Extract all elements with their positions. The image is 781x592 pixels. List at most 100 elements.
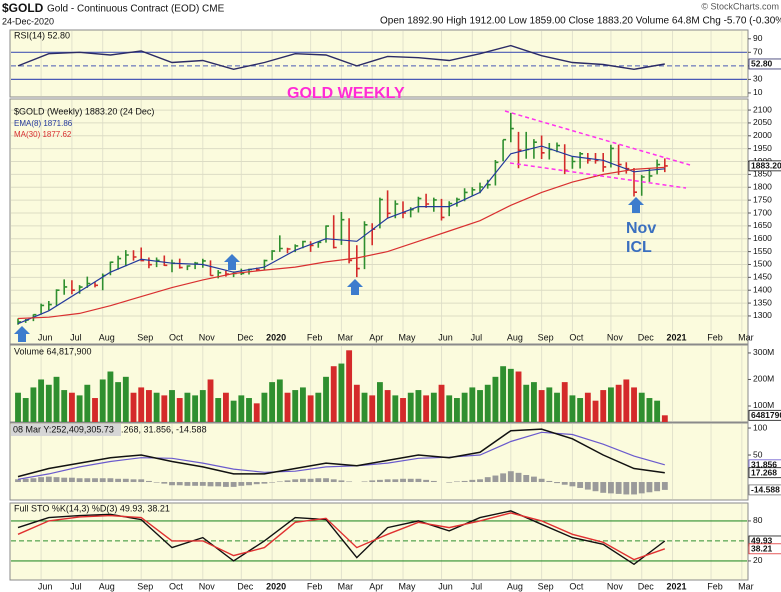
histogram-bar <box>184 482 191 486</box>
histogram-bar <box>145 480 152 483</box>
histogram-bar <box>561 482 568 485</box>
x-tick-label: Aug <box>99 581 115 591</box>
price-bar <box>386 190 391 218</box>
indicator-line <box>17 512 666 561</box>
arrow <box>224 254 240 270</box>
price-bar <box>263 259 268 271</box>
histogram-bar <box>469 479 476 483</box>
volume-bar <box>30 387 37 422</box>
histogram-bar <box>15 479 21 483</box>
price-bar <box>163 255 168 267</box>
volume-bar <box>469 387 476 422</box>
x-tick-label: Feb <box>707 332 723 342</box>
x-tick-label: May <box>399 332 417 342</box>
volume-bar <box>269 382 276 422</box>
histogram-bar <box>330 479 337 483</box>
price-bar <box>664 158 668 173</box>
y-tick-label: 2100 <box>753 104 772 114</box>
marks-layer <box>15 44 668 566</box>
rsi-panel <box>9 29 749 98</box>
histogram-bar <box>76 478 83 483</box>
volume-bar <box>76 395 83 422</box>
histogram-bar <box>376 479 383 483</box>
histogram-bar <box>38 477 45 483</box>
price-bar <box>271 250 276 261</box>
price-bar <box>579 152 584 169</box>
histogram-bar <box>638 482 645 494</box>
volume-bar <box>346 350 353 422</box>
value-tag-label: 49.93 <box>751 536 773 546</box>
volume-bar <box>315 392 322 422</box>
x-tick-label: Dec <box>237 581 254 591</box>
histogram-bar <box>623 482 630 495</box>
histogram-bar <box>584 482 591 490</box>
value-tag-label: 31.856 <box>751 460 777 470</box>
x-tick-label: Dec <box>638 332 655 342</box>
volume-bar <box>292 390 299 422</box>
x-tick-label: Mar <box>338 332 354 342</box>
histogram-bar <box>276 481 283 483</box>
price-bar <box>440 198 445 221</box>
volume-bar <box>654 400 661 422</box>
histogram-bar <box>22 478 29 483</box>
volume-bar <box>145 390 152 422</box>
x-tick-label: Jun <box>438 332 453 342</box>
histogram-bar <box>384 479 391 483</box>
volume-bar <box>99 379 106 422</box>
price-title: $GOLD (Weekly) 1883.20 (24 Dec) <box>14 106 154 116</box>
price-bar <box>402 201 406 219</box>
histogram-bar <box>446 482 453 483</box>
histogram-bar <box>592 482 599 492</box>
x-tick-label: Jul <box>70 581 82 591</box>
histogram-bar <box>538 478 545 483</box>
histogram-bar <box>661 482 668 490</box>
x-tick-label: Nov <box>607 332 624 342</box>
histogram-bar <box>61 477 68 483</box>
volume-bar <box>238 395 245 422</box>
price-bar <box>456 197 460 207</box>
price-bar <box>317 241 322 248</box>
price-bar <box>486 179 491 189</box>
arrow <box>347 279 363 295</box>
volume-bar <box>369 395 376 422</box>
price-bar <box>55 289 60 306</box>
histogram-bar <box>477 479 483 483</box>
volume-bar <box>284 392 291 422</box>
volume-bar <box>538 390 545 422</box>
volume-bar <box>215 398 222 422</box>
x-tick-label: Sep <box>538 332 554 342</box>
histogram-bar <box>238 482 245 486</box>
price-bar <box>448 201 453 217</box>
volume-bar <box>323 376 329 422</box>
y-tick-label: 2000 <box>753 130 772 140</box>
x-tick-label: Feb <box>707 581 723 591</box>
volume-bar <box>338 363 345 422</box>
histogram-bar <box>53 477 60 483</box>
histogram-bar <box>269 482 276 483</box>
volume-bar <box>584 392 591 422</box>
x-tick-label: Feb <box>307 332 323 342</box>
volume-bar <box>554 392 560 422</box>
histogram-bar <box>130 479 137 483</box>
sto-panel <box>9 502 749 581</box>
price-bar <box>602 153 607 172</box>
volume-bar <box>592 400 599 422</box>
x-tick-label: 2020 <box>266 332 286 342</box>
x-tick-label: Mar <box>738 581 754 591</box>
x-tick-label: Sep <box>137 332 153 342</box>
volume-bar <box>631 387 637 422</box>
price-bar <box>417 196 422 213</box>
histogram-bar <box>68 477 75 483</box>
price-bar <box>617 144 622 175</box>
price-bar <box>209 260 214 277</box>
histogram-bar <box>246 482 252 486</box>
x-tick-label: Sep <box>137 581 153 591</box>
annotation-title: GOLD WEEKLY <box>287 85 405 102</box>
y-tick-label: 20 <box>753 555 763 565</box>
histogram-bar <box>546 480 553 483</box>
price-bar <box>471 187 476 196</box>
value-tag <box>748 409 781 421</box>
histogram-bar <box>484 477 491 483</box>
volume-bar <box>138 387 145 422</box>
x-tick-label: Jul <box>471 332 483 342</box>
